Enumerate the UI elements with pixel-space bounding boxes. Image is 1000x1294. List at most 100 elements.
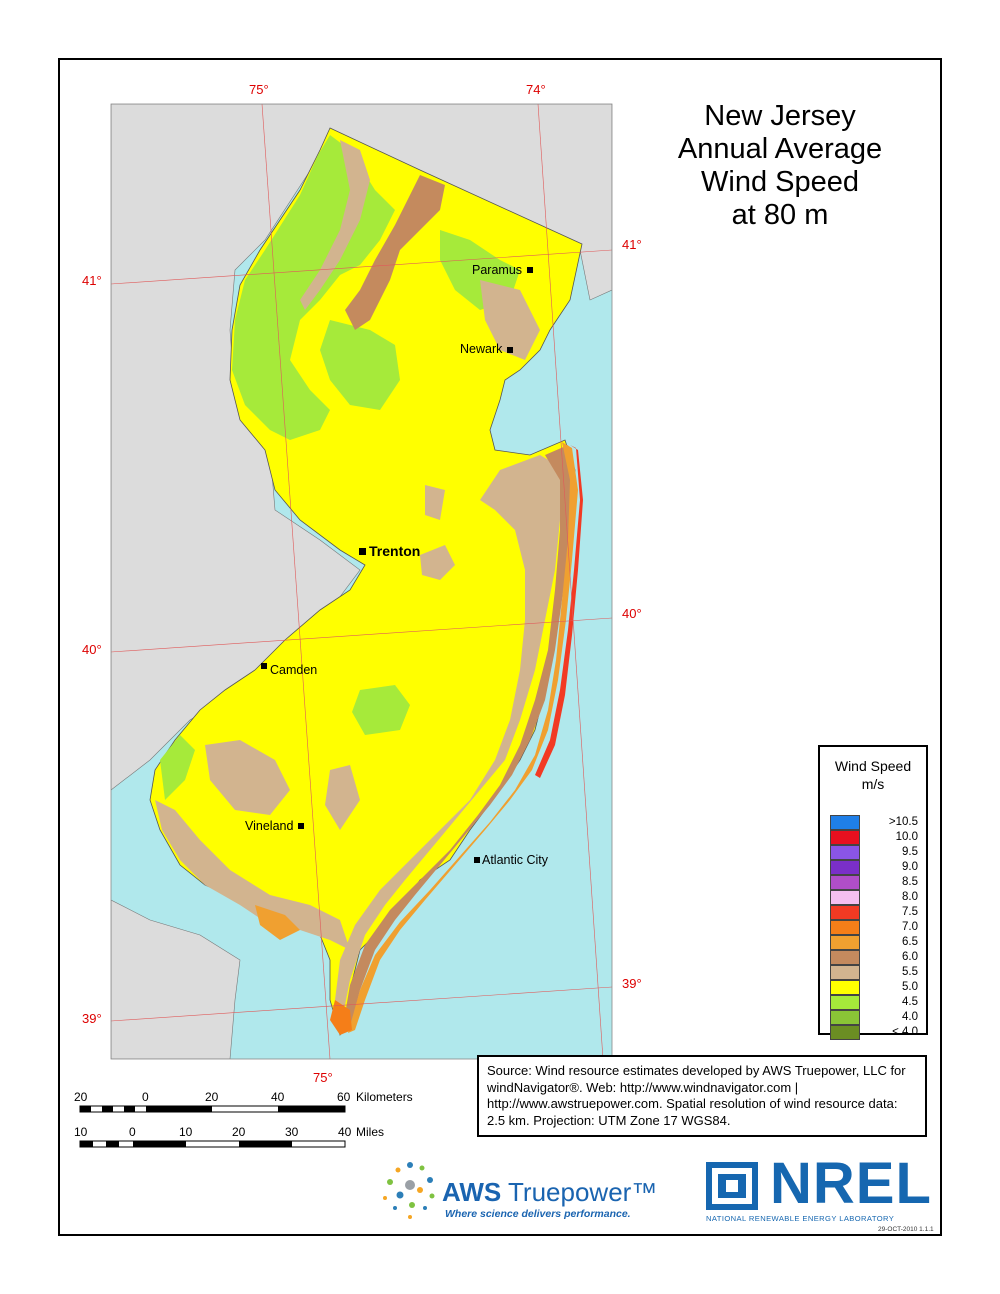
legend-swatch bbox=[830, 905, 860, 920]
legend-label: >10.5 bbox=[888, 816, 918, 828]
legend-label: < 4.0 bbox=[892, 1026, 918, 1038]
coastal-band-brown bbox=[342, 445, 575, 1032]
legend-swatch bbox=[830, 830, 860, 845]
aws-tagline: Where science delivers performance. bbox=[445, 1208, 631, 1220]
lat-label-39-left: 39° bbox=[82, 1011, 102, 1026]
scale-mi-tick-2: 10 bbox=[179, 1125, 193, 1139]
lon-label-75-bottom: 75° bbox=[313, 1070, 333, 1085]
scale-km-unit: Kilometers bbox=[356, 1090, 413, 1104]
aws-wordmark: AWS Truepower™ bbox=[442, 1177, 657, 1208]
legend-row: 5.5 bbox=[830, 965, 918, 980]
coastal-band-tan bbox=[335, 455, 565, 1020]
scale-km-tick-2: 20 bbox=[205, 1090, 219, 1104]
bay-shore-orange bbox=[255, 905, 300, 940]
map-date-stamp: 29-OCT-2010 1.1.1 bbox=[878, 1226, 934, 1233]
scale-mi-unit: Miles bbox=[356, 1125, 385, 1139]
legend-label: 6.0 bbox=[902, 951, 918, 963]
ridge-tan-2 bbox=[300, 140, 370, 310]
legend-swatch bbox=[830, 965, 860, 980]
bay-shore-tan bbox=[155, 800, 350, 950]
nrel-fullname: NATIONAL RENEWABLE ENERGY LABORATORY bbox=[706, 1214, 895, 1223]
legend-label: 8.0 bbox=[902, 891, 918, 903]
legend-swatch bbox=[830, 815, 860, 830]
legend-label: 6.5 bbox=[902, 936, 918, 948]
legend-label: 9.0 bbox=[902, 861, 918, 873]
legend-row: < 4.0 bbox=[830, 1025, 918, 1040]
green-patch-south bbox=[352, 685, 410, 735]
lon-label-74-top: 74° bbox=[526, 82, 546, 97]
legend-swatch bbox=[830, 980, 860, 995]
legend-row: 9.0 bbox=[830, 860, 918, 875]
scale-km-tick-1: 0 bbox=[142, 1090, 149, 1104]
lat-label-40-right: 40° bbox=[622, 606, 642, 621]
aws-brand: AWS bbox=[442, 1177, 502, 1207]
marker-vineland bbox=[298, 823, 304, 829]
legend-label: 4.5 bbox=[902, 996, 918, 1008]
aws-logo-icon bbox=[383, 1162, 435, 1219]
legend-items: >10.5 10.0 9.5 9.0 8.5 8.0 7.5 7.0 6.5 6.0 5.5 5.0 4… bbox=[830, 815, 918, 1040]
tan-patch-cumberland bbox=[325, 765, 360, 830]
legend-row: 8.5 bbox=[830, 875, 918, 890]
legend-swatch bbox=[830, 845, 860, 860]
scale-mi-tick-1: 0 bbox=[129, 1125, 136, 1139]
map-frame bbox=[58, 58, 942, 1236]
legend-label: 7.5 bbox=[902, 906, 918, 918]
city-label-trenton: Trenton bbox=[369, 543, 421, 559]
legend-swatch bbox=[830, 860, 860, 875]
legend-swatch bbox=[830, 935, 860, 950]
highland-green-central bbox=[320, 320, 400, 410]
legend-row: 4.5 bbox=[830, 995, 918, 1010]
legend-row: 5.0 bbox=[830, 980, 918, 995]
tan-patch-center bbox=[425, 485, 445, 520]
scale-mi-tick-0: 10 bbox=[74, 1125, 88, 1139]
legend-row: 4.0 bbox=[830, 1010, 918, 1025]
legend-title: Wind Speed bbox=[834, 758, 912, 774]
city-label-vineland: Vineland bbox=[245, 819, 294, 833]
neighbor-land-south bbox=[111, 899, 241, 1059]
legend-row: >10.5 bbox=[830, 815, 918, 830]
city-label-newark: Newark bbox=[460, 342, 503, 356]
legend-row: 8.0 bbox=[830, 890, 918, 905]
legend-label: 9.5 bbox=[902, 846, 918, 858]
legend-row: 10.0 bbox=[830, 830, 918, 845]
legend-swatch bbox=[830, 1010, 860, 1025]
legend-swatch bbox=[830, 890, 860, 905]
ridge-tan-3 bbox=[480, 280, 540, 360]
marker-atlantic-city bbox=[474, 857, 480, 863]
scale-km-tick-3: 40 bbox=[271, 1090, 285, 1104]
scale-mi-tick-3: 20 bbox=[232, 1125, 246, 1139]
legend-row: 6.0 bbox=[830, 950, 918, 965]
nrel-logo-icon bbox=[706, 1162, 758, 1210]
legend-swatch bbox=[830, 920, 860, 935]
legend-label: 4.0 bbox=[902, 1011, 918, 1023]
legend-label: 5.0 bbox=[902, 981, 918, 993]
scale-km-tick-4: 60 bbox=[337, 1090, 351, 1104]
marker-paramus bbox=[527, 267, 533, 273]
nrel-wordmark: NREL bbox=[770, 1151, 932, 1216]
lon-label-75-top: 75° bbox=[249, 82, 269, 97]
legend: Wind Speed m/s >10.5 10.0 9.5 9.0 8.5 8.0 7.5 7… bbox=[818, 745, 928, 1040]
lat-label-40-left: 40° bbox=[82, 642, 102, 657]
tan-patch-south bbox=[205, 740, 290, 815]
legend-row: 9.5 bbox=[830, 845, 918, 860]
city-label-paramus: Paramus bbox=[472, 263, 523, 277]
tan-patch-trenton bbox=[420, 545, 455, 580]
scale-bar-km bbox=[79, 1105, 346, 1113]
legend-label: 5.5 bbox=[902, 966, 918, 978]
legend-swatch bbox=[830, 995, 860, 1010]
lat-label-41-right: 41° bbox=[622, 237, 642, 252]
lat-label-41-left: 41° bbox=[82, 273, 102, 288]
green-patch-delaware bbox=[160, 735, 195, 800]
legend-row: 7.5 bbox=[830, 905, 918, 920]
scale-km-tick-0: 20 bbox=[74, 1090, 88, 1104]
legend-row: 7.0 bbox=[830, 920, 918, 935]
marker-trenton bbox=[359, 548, 366, 555]
lat-label-39-right: 39° bbox=[622, 976, 642, 991]
coastal-band-orange bbox=[348, 442, 578, 1033]
legend-swatch bbox=[830, 875, 860, 890]
source-note: Source: Wind resource estimates develope… bbox=[477, 1055, 927, 1137]
city-label-atlantic-city: Atlantic City bbox=[482, 853, 548, 867]
legend-swatch bbox=[830, 1025, 860, 1040]
legend-unit: m/s bbox=[861, 776, 885, 792]
